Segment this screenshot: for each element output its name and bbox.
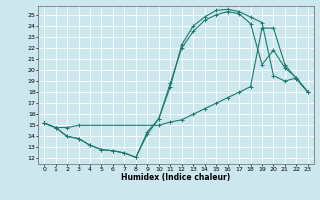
X-axis label: Humidex (Indice chaleur): Humidex (Indice chaleur) — [121, 173, 231, 182]
